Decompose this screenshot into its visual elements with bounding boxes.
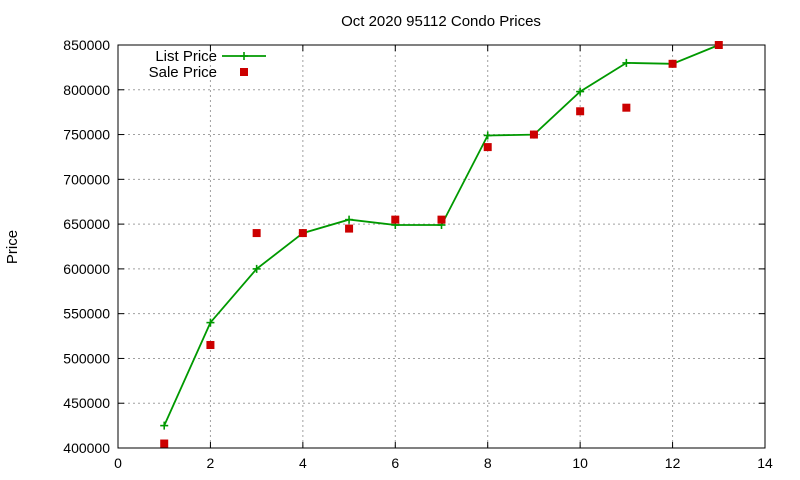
data-point xyxy=(391,215,400,224)
x-tick-label: 6 xyxy=(391,455,399,471)
x-tick-label: 0 xyxy=(114,455,122,471)
data-point xyxy=(622,103,631,112)
y-tick-label: 850000 xyxy=(63,37,110,53)
data-point xyxy=(714,41,723,49)
data-point xyxy=(483,131,492,140)
chart-title: Oct 2020 95112 Condo Prices xyxy=(341,13,541,30)
data-point xyxy=(160,421,169,430)
y-axis-label: Price xyxy=(4,230,21,264)
data-point xyxy=(298,229,307,238)
y-tick-label: 800000 xyxy=(63,82,110,98)
data-point xyxy=(252,229,261,238)
legend-marker xyxy=(240,52,248,60)
axes: 0 2 4 6 8 10 12 14 400000 450000 500000 550000 60000… xyxy=(63,37,773,471)
x-tick-label: 12 xyxy=(665,455,681,471)
y-tick-label: 500000 xyxy=(63,350,110,366)
data-point xyxy=(483,143,492,152)
grid xyxy=(118,45,765,448)
data-point xyxy=(622,58,631,67)
y-tick-label: 600000 xyxy=(63,261,110,277)
y-tick-label: 550000 xyxy=(63,306,110,322)
data-point xyxy=(668,59,677,68)
legend-label: Sale Price xyxy=(149,64,217,81)
data-point xyxy=(529,130,538,139)
x-tick-label: 2 xyxy=(207,455,215,471)
data-point xyxy=(576,87,585,96)
series-line xyxy=(163,44,720,426)
series-sale-price xyxy=(160,41,723,448)
legend-marker xyxy=(240,68,248,76)
legend-entry: Sale Price xyxy=(149,64,248,81)
x-tick-label: 10 xyxy=(572,455,588,471)
data-point xyxy=(345,224,354,233)
data-point xyxy=(160,439,169,448)
x-tick-label: 14 xyxy=(757,455,773,471)
legend-label: List Price xyxy=(155,48,217,65)
data-point xyxy=(206,318,215,327)
data-point xyxy=(206,341,215,350)
x-tick-label: 4 xyxy=(299,455,307,471)
data-point xyxy=(252,264,261,273)
plot-frame xyxy=(117,44,766,449)
x-tick-label: 8 xyxy=(484,455,492,471)
legend-entry: List Price xyxy=(155,48,266,65)
data-point xyxy=(437,215,446,224)
series-layer xyxy=(160,41,723,448)
y-tick-label: 450000 xyxy=(63,395,110,411)
y-tick-label: 750000 xyxy=(63,127,110,143)
series-list-price xyxy=(160,41,723,430)
data-point xyxy=(345,215,354,224)
y-tick-label: 650000 xyxy=(63,216,110,232)
y-tick-label: 700000 xyxy=(63,171,110,187)
data-point xyxy=(576,107,585,116)
y-tick-label: 400000 xyxy=(63,440,110,456)
